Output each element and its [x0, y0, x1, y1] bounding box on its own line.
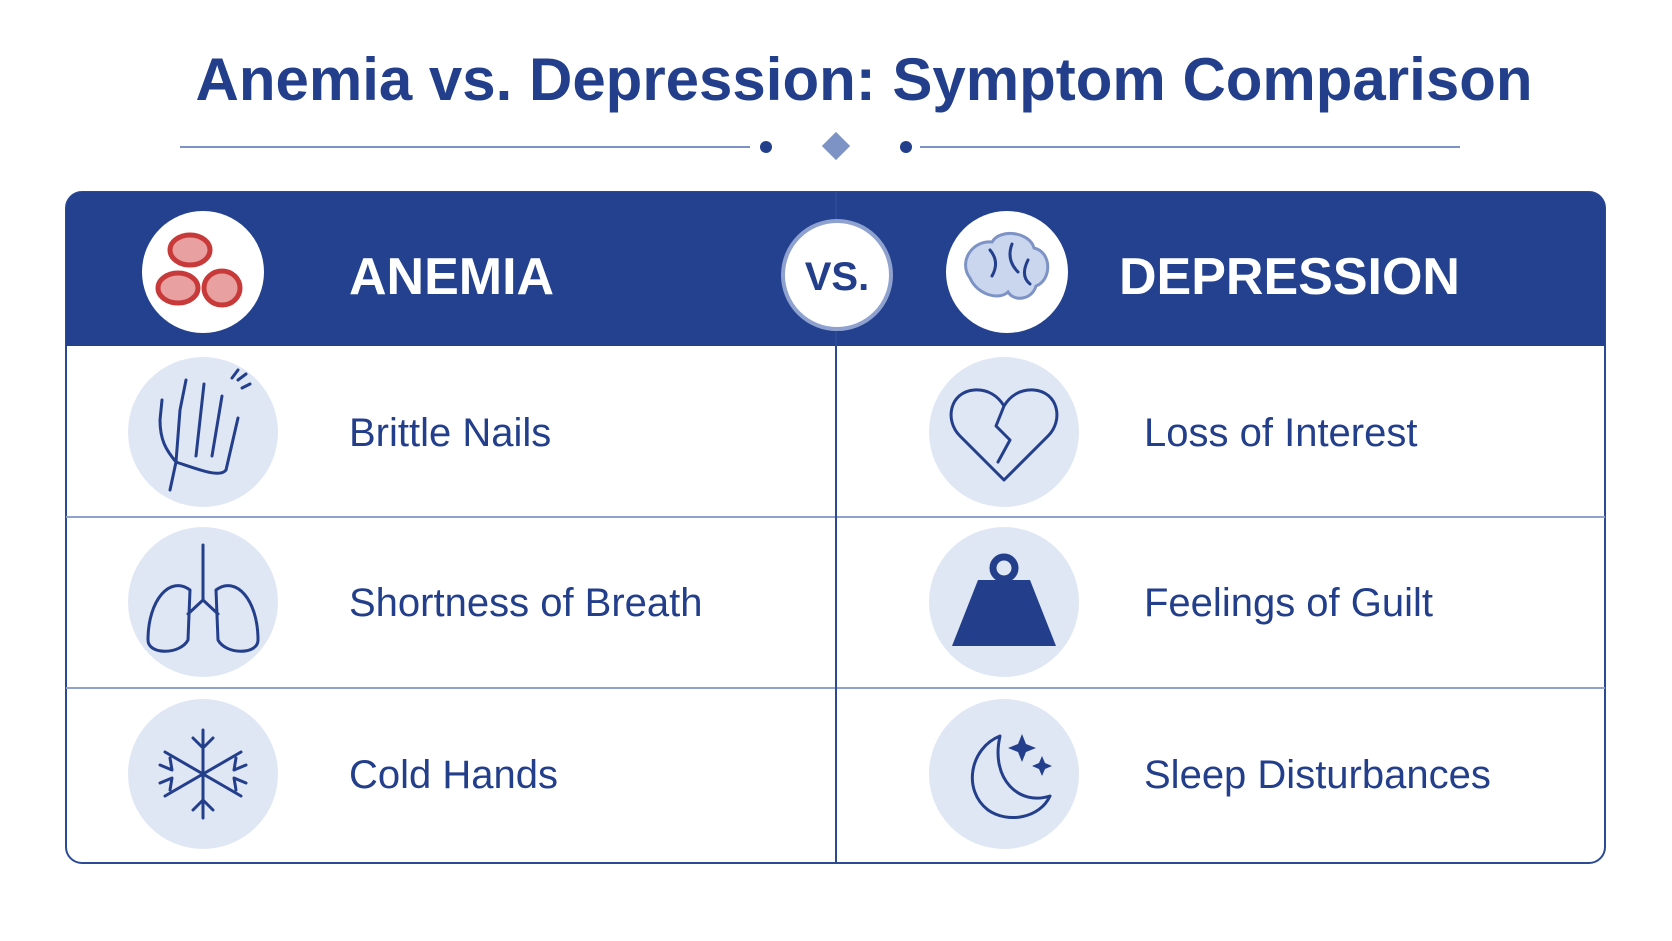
column-header: DEPRESSION	[1119, 248, 1460, 306]
symptom: Loss of Interest	[1144, 411, 1417, 455]
column-header: ANEMIA	[349, 248, 554, 306]
symptom: Cold Hands	[349, 753, 558, 797]
title-divider	[180, 131, 1460, 161]
symptom: Shortness of Breath	[349, 581, 703, 625]
title: Anemia vs. Depression: Symptom Compariso…	[196, 46, 1533, 113]
anemia-icon	[142, 211, 264, 333]
symptom: Brittle Nails	[349, 411, 551, 455]
vs-label: VS.	[805, 255, 869, 299]
row-icons	[128, 357, 1079, 849]
symptom: Sleep Disturbances	[1144, 753, 1491, 797]
depression-icon	[946, 211, 1068, 333]
vs-badge	[781, 219, 893, 331]
symptom: Feelings of Guilt	[1144, 581, 1433, 625]
